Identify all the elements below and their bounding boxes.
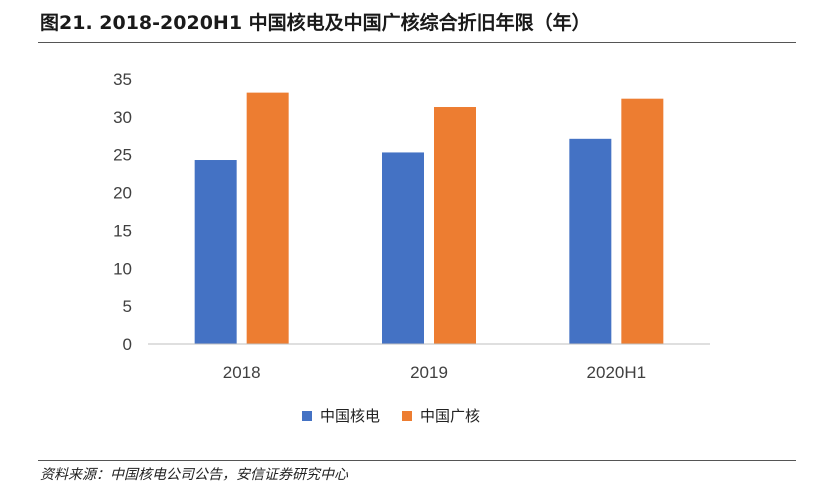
y-tick-label: 30 <box>113 108 132 127</box>
y-tick-label: 10 <box>113 259 132 278</box>
legend-item-series-2: 中国广核 <box>402 405 480 426</box>
legend-swatch <box>302 410 312 421</box>
bar-series-2-2019 <box>434 107 476 344</box>
y-tick-label: 20 <box>113 184 132 203</box>
footer-rule <box>38 460 796 461</box>
bar-series-1-2019 <box>382 152 424 344</box>
bar-series-1-2020H1 <box>569 138 612 344</box>
bar-series-2-2020H1 <box>621 98 664 344</box>
bar-series-2-2018 <box>246 92 289 344</box>
legend-swatch <box>402 410 413 421</box>
y-tick-label: 15 <box>113 221 132 240</box>
chart-title: 图21. 2018-2020H1 中国核电及中国广核综合折旧年限（年） <box>40 12 591 34</box>
x-tick-label: 2019 <box>410 363 448 382</box>
source-note: 资料来源：中国核电公司公告，安信证券研究中心 <box>40 467 348 483</box>
y-tick-label: 35 <box>113 70 132 89</box>
x-axis: 2018 2019 2020H1 <box>223 363 646 382</box>
legend-label: 中国广核 <box>420 407 481 425</box>
y-axis: 0 5 10 15 20 25 30 35 <box>113 70 132 354</box>
legend: 中国核电 中国广核 <box>302 405 502 426</box>
bar-series-1-2018 <box>194 160 237 344</box>
y-tick-label: 0 <box>123 335 132 354</box>
x-tick-label: 2020H1 <box>587 363 647 382</box>
bars <box>194 92 664 344</box>
legend-label: 中国核电 <box>320 407 381 425</box>
title-rule <box>38 42 796 43</box>
y-tick-label: 5 <box>123 297 132 316</box>
legend-item-series-1: 中国核电 <box>302 405 380 426</box>
y-tick-label: 25 <box>113 146 132 165</box>
x-tick-label: 2018 <box>223 363 261 382</box>
